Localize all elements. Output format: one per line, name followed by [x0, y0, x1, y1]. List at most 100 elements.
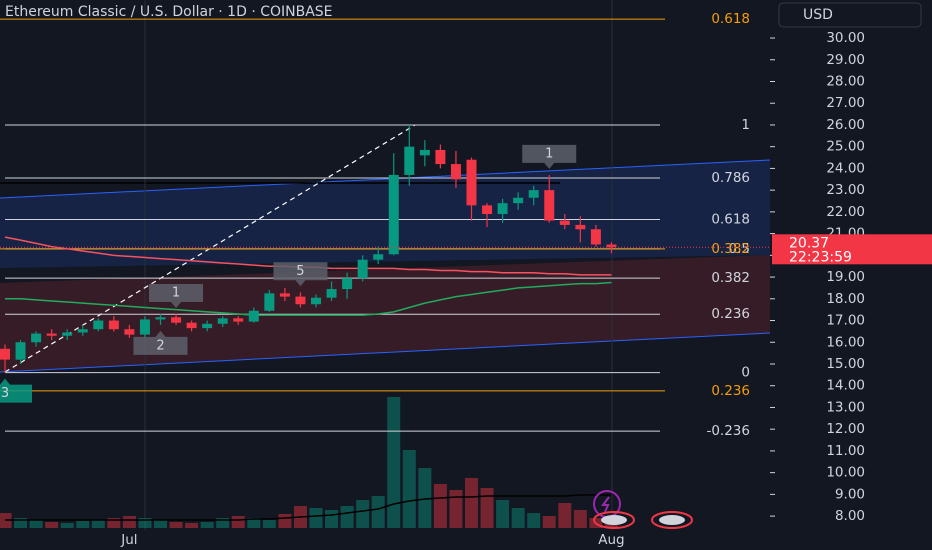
- volume-bar: [76, 521, 90, 528]
- volume-bar: [91, 520, 105, 528]
- candle-body: [373, 254, 384, 260]
- plot: 10.7860.6180.50.3820.2360-0.2360.6180.38…: [0, 11, 750, 548]
- y-tick-label: 23.00: [826, 182, 865, 198]
- candle-body: [233, 318, 244, 322]
- candle-body: [217, 318, 228, 324]
- volume-bar: [511, 508, 525, 528]
- candle-body: [388, 174, 399, 255]
- candle-body: [139, 319, 150, 335]
- volume-bar: [340, 506, 354, 528]
- volume-bar: [527, 513, 541, 528]
- y-tick-label: 14.00: [826, 378, 865, 394]
- volume-bar: [387, 397, 401, 528]
- volume-bar: [278, 514, 292, 528]
- last-price: 20.37: [789, 235, 829, 251]
- candle-body: [171, 317, 182, 323]
- volume-bar: [231, 516, 245, 528]
- volume-bar: [558, 503, 572, 528]
- y-tick-label: 22.00: [826, 204, 865, 220]
- volume-bar: [45, 522, 59, 528]
- fib-label-2: 0.382: [711, 241, 750, 257]
- candle-body: [513, 197, 524, 204]
- candle-body: [342, 278, 353, 290]
- channel-upper-fill: [0, 160, 770, 268]
- currency-box[interactable]: [778, 2, 922, 28]
- fib-label: 0.5: [729, 241, 750, 257]
- volume-bar: [433, 484, 447, 528]
- y-tick-label: 25.00: [826, 139, 865, 155]
- volume-bar: [480, 488, 494, 528]
- fib-label-2: 0.236: [711, 383, 750, 399]
- marker: [522, 144, 577, 169]
- fib-label: 1: [741, 117, 750, 133]
- y-tick-label: 12.00: [826, 421, 865, 437]
- volume-bar: [309, 508, 323, 528]
- candle-body: [606, 244, 617, 248]
- y-tick-label: 26.00: [826, 117, 865, 133]
- candle-body: [108, 320, 119, 330]
- y-tick-label: 17.00: [826, 313, 865, 329]
- fib-label: -0.236: [706, 423, 750, 439]
- volume-bar: [14, 518, 28, 528]
- candle-body: [295, 296, 306, 305]
- volume-bar: [216, 518, 230, 528]
- candle-body: [482, 205, 493, 215]
- candle-body: [419, 149, 430, 156]
- currency[interactable]: USD: [803, 7, 833, 23]
- countdown: 22:23:59: [789, 249, 852, 265]
- y-tick-label: 29.00: [826, 52, 865, 68]
- marker: [273, 262, 328, 287]
- marker: [133, 330, 188, 355]
- x-tick-label: Aug: [598, 532, 624, 548]
- x-tick-label: Jul: [120, 532, 137, 548]
- fib-label: 0.786: [711, 170, 750, 186]
- volume-bar: [138, 518, 152, 528]
- candle-body: [186, 322, 197, 329]
- candle-body: [466, 159, 477, 206]
- volume-bar: [262, 520, 276, 528]
- candle-body: [544, 190, 555, 221]
- volume-bar: [122, 516, 136, 528]
- fib-label: 0.236: [711, 306, 750, 322]
- y-tick-label: 13.00: [826, 399, 865, 415]
- flag-icon-inner: [601, 515, 627, 525]
- y-tick-label: 27.00: [826, 95, 865, 111]
- volume-ma: [5, 494, 612, 521]
- candle-body: [528, 190, 539, 198]
- marker: [0, 378, 32, 403]
- candle-body: [311, 297, 321, 305]
- y-tick-label: 16.00: [826, 334, 865, 350]
- volume-bar: [169, 522, 183, 528]
- flag-icon[interactable]: [651, 511, 693, 529]
- y-tick-label: 10.00: [826, 465, 865, 481]
- marker-label: 1: [172, 286, 180, 301]
- candle-body: [124, 329, 135, 335]
- candle-body: [357, 259, 368, 279]
- flag-icon[interactable]: [593, 511, 635, 529]
- channel-top: [0, 159, 771, 199]
- volume-bar: [371, 496, 385, 528]
- candle-body: [62, 332, 73, 336]
- y-tick-label: 9.00: [835, 486, 865, 502]
- flag-icon-inner: [659, 515, 685, 525]
- volume-bar: [185, 523, 199, 528]
- volume-bar: [449, 490, 463, 528]
- candle-body: [202, 323, 213, 329]
- volume-bar: [200, 522, 214, 528]
- marker-label: 2: [156, 338, 164, 353]
- y-tick-label: 11.00: [826, 443, 865, 459]
- candle-body: [46, 333, 57, 336]
- volume-bar: [573, 510, 587, 528]
- candle-body: [450, 164, 461, 180]
- volume-bar: [107, 518, 121, 528]
- volume-bar: [60, 523, 74, 528]
- candle-body: [497, 203, 508, 215]
- y-tick-label: 24.00: [826, 160, 865, 176]
- volume-bar: [496, 500, 510, 528]
- y-tick-label: 19.00: [826, 269, 865, 285]
- price-axis-panel: [770, 0, 932, 550]
- marker-label: 5: [296, 264, 304, 279]
- y-tick-label: 28.00: [826, 73, 865, 89]
- moving-average: [5, 281, 612, 316]
